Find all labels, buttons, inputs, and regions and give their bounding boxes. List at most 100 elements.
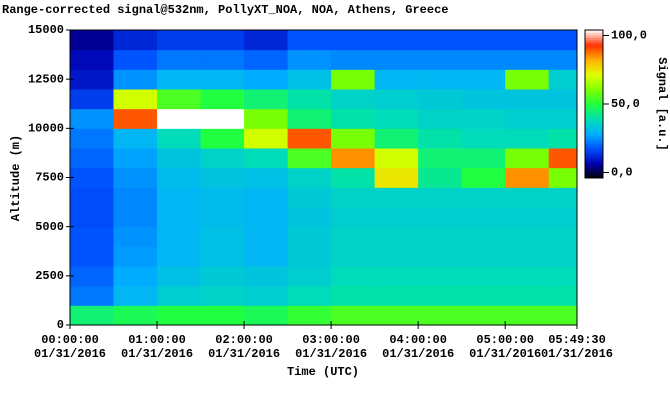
- heatmap-cell: [70, 207, 115, 228]
- heatmap-cell: [287, 187, 332, 208]
- heatmap-cell: [70, 69, 115, 90]
- colorbar-swatch: [585, 170, 603, 174]
- heatmap-cell: [505, 69, 550, 90]
- heatmap-cell: [548, 167, 578, 188]
- heatmap-cell: [331, 266, 376, 287]
- y-tick-label: 10000: [28, 122, 64, 136]
- colorbar-swatch: [585, 89, 603, 93]
- heatmap-cell: [505, 49, 550, 70]
- y-tick-label: 2500: [35, 269, 64, 283]
- colorbar-swatch: [585, 121, 603, 125]
- colorbar-swatch: [585, 44, 603, 48]
- heatmap-cell: [548, 305, 578, 326]
- colorbar-swatch: [585, 69, 603, 73]
- colorbar-tick-label: 0,0: [611, 166, 633, 180]
- heatmap-cell: [244, 108, 289, 129]
- colorbar-swatch: [585, 165, 603, 169]
- heatmap-cell: [331, 49, 376, 70]
- heatmap-cell: [505, 89, 550, 110]
- heatmap-cell: [418, 187, 463, 208]
- heatmap-cell: [418, 246, 463, 267]
- heatmap-cell: [244, 207, 289, 228]
- heatmap-cell: [331, 30, 376, 51]
- heatmap-cell: [461, 89, 506, 110]
- heatmap-cell: [200, 285, 245, 306]
- colorbar-swatch: [585, 30, 603, 33]
- heatmap-cell: [157, 128, 202, 149]
- heatmap-cell: [548, 266, 578, 287]
- heatmap-cell: [374, 167, 419, 188]
- heatmap-cell: [331, 148, 376, 169]
- colorbar-swatch: [585, 123, 603, 127]
- heatmap-cell: [113, 187, 158, 208]
- heatmap-cell: [244, 305, 289, 326]
- colorbar-swatch: [585, 101, 603, 105]
- colorbar-swatch: [585, 62, 603, 66]
- y-axis-label: Altitude (m): [9, 135, 23, 221]
- heatmap-cell: [200, 49, 245, 70]
- colorbar-swatch: [585, 74, 603, 78]
- colorbar-swatch: [585, 91, 603, 95]
- heatmap-cell: [113, 49, 158, 70]
- heatmap-cell: [548, 226, 578, 247]
- heatmap-cell: [157, 266, 202, 287]
- colorbar-label: Signal [a.u.]: [655, 57, 669, 151]
- colorbar-swatch: [585, 108, 603, 112]
- colorbar-swatch: [585, 57, 603, 61]
- colorbar-swatch: [585, 116, 603, 120]
- colorbar-swatch: [585, 148, 603, 152]
- heatmap-cell: [113, 305, 158, 326]
- heatmap-cell: [331, 246, 376, 267]
- colorbar-swatch: [585, 37, 603, 41]
- heatmap-cell: [418, 226, 463, 247]
- heatmap-cell: [70, 266, 115, 287]
- colorbar-swatch: [585, 158, 603, 162]
- colorbar-swatch: [585, 67, 603, 70]
- colorbar-swatch: [585, 173, 603, 177]
- heatmap-cell: [70, 226, 115, 247]
- colorbar-swatch: [585, 153, 603, 157]
- colorbar-swatch: [585, 34, 603, 38]
- heatmap-cell: [244, 49, 289, 70]
- heatmap-cell: [244, 266, 289, 287]
- heatmap-cell: [374, 108, 419, 129]
- heatmap-cell: [461, 246, 506, 267]
- heatmap-cell: [287, 148, 332, 169]
- heatmap-cell: [157, 89, 202, 110]
- heatmap-cell: [331, 69, 376, 90]
- heatmap-cell: [418, 167, 463, 188]
- heatmap-cell: [244, 226, 289, 247]
- heatmap-cell: [70, 148, 115, 169]
- heatmap-cell: [331, 167, 376, 188]
- colorbar-swatch: [585, 163, 603, 167]
- colorbar-swatch: [585, 32, 603, 36]
- colorbar-swatch: [585, 155, 603, 159]
- heatmap-cell: [461, 305, 506, 326]
- heatmap-cell: [157, 167, 202, 188]
- colorbar-swatch: [585, 150, 603, 154]
- heatmap-cell: [113, 266, 158, 287]
- heatmap-cell: [374, 187, 419, 208]
- heatmap-cell: [548, 246, 578, 267]
- heatmap-cell: [157, 108, 202, 129]
- heatmap-cell: [374, 207, 419, 228]
- heatmap-cell: [374, 285, 419, 306]
- heatmap-cell: [70, 305, 115, 326]
- heatmap-cell: [200, 108, 245, 129]
- heatmap-cell: [418, 305, 463, 326]
- x-tick-label: 05:00:00 01/31/2016: [469, 333, 541, 361]
- heatmap-cell: [461, 187, 506, 208]
- heatmap-cell: [418, 148, 463, 169]
- heatmap-cell: [418, 207, 463, 228]
- heatmap-cell: [157, 246, 202, 267]
- heatmap-cell: [200, 266, 245, 287]
- heatmap-cell: [244, 148, 289, 169]
- x-tick-label: 04:00:00 01/31/2016: [382, 333, 454, 361]
- heatmap-cell: [331, 128, 376, 149]
- colorbar-swatch: [585, 143, 603, 147]
- x-tick-label: 03:00:00 01/31/2016: [295, 333, 367, 361]
- heatmap-cell: [287, 266, 332, 287]
- colorbar-swatch: [585, 39, 603, 43]
- colorbar-swatch: [585, 118, 603, 122]
- heatmap-cell: [505, 128, 550, 149]
